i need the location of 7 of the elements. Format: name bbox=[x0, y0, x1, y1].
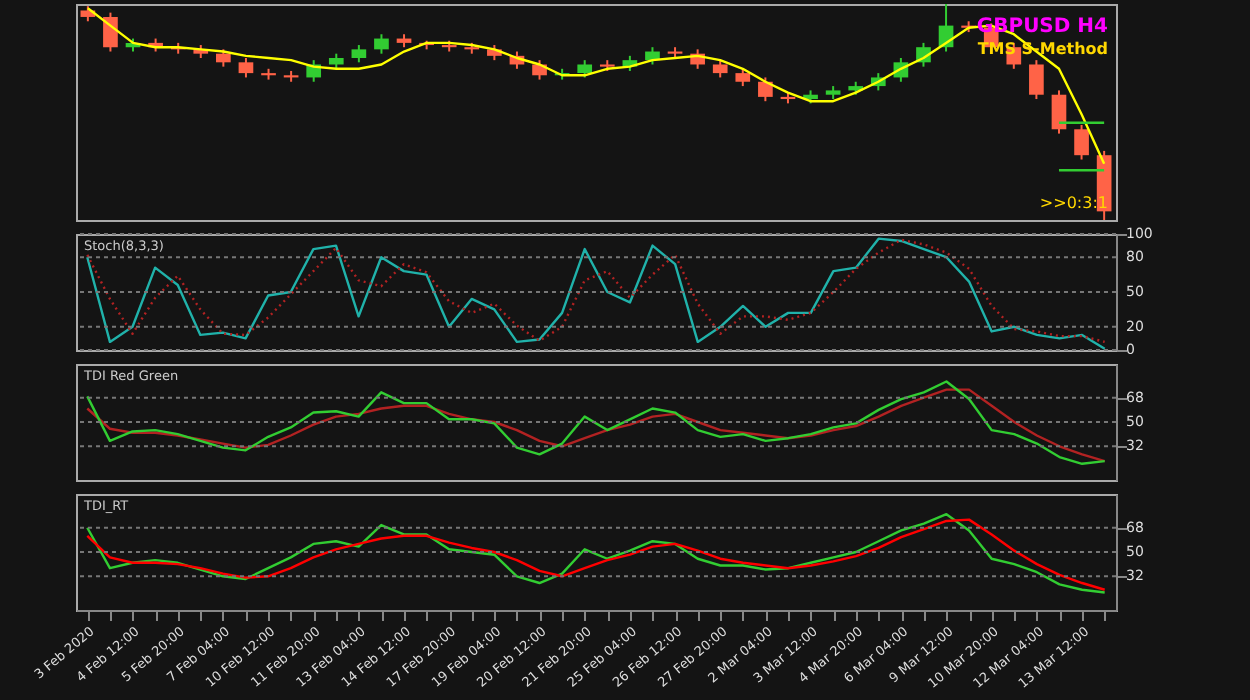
candlestick bbox=[103, 11, 118, 53]
candlestick bbox=[1029, 59, 1044, 101]
candlestick bbox=[238, 57, 254, 79]
candlestick bbox=[758, 76, 773, 103]
candlestick bbox=[374, 33, 389, 55]
candlestick bbox=[1074, 123, 1089, 161]
candlestick bbox=[1051, 89, 1067, 135]
